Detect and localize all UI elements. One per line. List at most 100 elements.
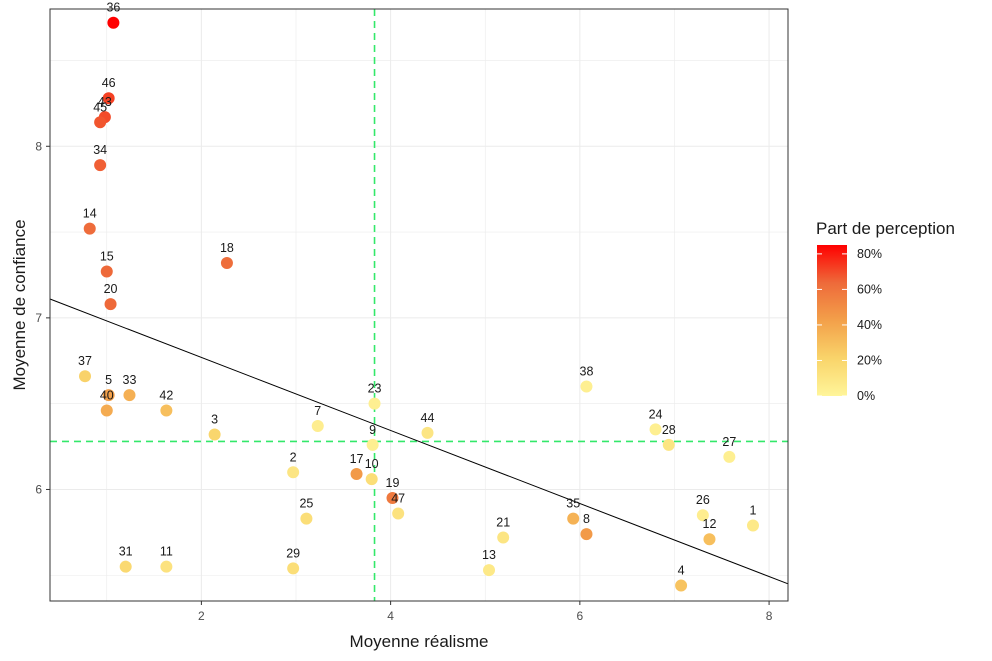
point-label: 40 bbox=[100, 389, 114, 403]
x-axis-title: Moyenne réalisme bbox=[350, 632, 489, 651]
point-label: 37 bbox=[78, 354, 92, 368]
data-point bbox=[662, 438, 675, 451]
data-point bbox=[100, 404, 113, 417]
point-label: 33 bbox=[123, 373, 137, 387]
legend-title: Part de perception bbox=[816, 219, 955, 238]
data-point bbox=[160, 560, 173, 573]
data-point bbox=[368, 397, 381, 410]
data-point bbox=[220, 256, 233, 269]
x-tick-label: 4 bbox=[387, 609, 394, 623]
plot-panel bbox=[50, 9, 788, 601]
point-label: 34 bbox=[93, 143, 107, 157]
data-point bbox=[100, 265, 113, 278]
data-point bbox=[79, 370, 92, 383]
point-label: 13 bbox=[482, 548, 496, 562]
point-label: 15 bbox=[100, 250, 114, 264]
legend-tick-label: 40% bbox=[857, 318, 882, 332]
data-point bbox=[483, 564, 496, 577]
data-point bbox=[104, 298, 117, 311]
point-label: 21 bbox=[496, 516, 510, 530]
data-point bbox=[102, 92, 115, 105]
data-point bbox=[497, 531, 510, 544]
data-point bbox=[94, 159, 107, 172]
data-point bbox=[386, 492, 399, 505]
data-point bbox=[365, 473, 378, 486]
point-label: 2 bbox=[290, 450, 297, 464]
legend-colorbar bbox=[817, 245, 847, 396]
plot-border bbox=[49, 8, 789, 602]
legend-tick-label: 60% bbox=[857, 282, 882, 296]
x-tick-label: 8 bbox=[766, 609, 773, 623]
point-label: 20 bbox=[104, 282, 118, 296]
point-label: 31 bbox=[119, 545, 133, 559]
data-point bbox=[119, 560, 132, 573]
point-label: 42 bbox=[159, 389, 173, 403]
point-label: 46 bbox=[102, 76, 116, 90]
color-legend: Part de perception 80% 60% 40% 20% 0% bbox=[816, 219, 955, 403]
panel-border bbox=[49, 8, 789, 602]
data-point bbox=[649, 423, 662, 436]
data-point bbox=[580, 380, 593, 393]
point-label: 10 bbox=[365, 457, 379, 471]
point-label: 38 bbox=[580, 365, 594, 379]
point-label: 7 bbox=[314, 404, 321, 418]
point-label: 1 bbox=[750, 503, 757, 517]
data-point bbox=[675, 579, 688, 592]
point-label: 26 bbox=[696, 493, 710, 507]
data-point bbox=[696, 509, 709, 522]
data-point bbox=[421, 426, 434, 439]
point-label: 5 bbox=[105, 373, 112, 387]
y-axis-title: Moyenne de confiance bbox=[10, 219, 29, 390]
data-point bbox=[123, 389, 136, 402]
panel-background bbox=[50, 9, 788, 601]
point-label: 11 bbox=[160, 545, 173, 559]
legend-tick-label: 20% bbox=[857, 353, 882, 367]
y-tick-label: 6 bbox=[35, 482, 42, 496]
point-label: 29 bbox=[286, 546, 300, 560]
point-label: 25 bbox=[299, 497, 313, 511]
point-label: 27 bbox=[722, 435, 736, 449]
data-point bbox=[208, 428, 221, 441]
data-point bbox=[287, 466, 300, 479]
data-point bbox=[580, 528, 593, 541]
point-label: 18 bbox=[220, 241, 234, 255]
point-label: 9 bbox=[369, 423, 376, 437]
point-label: 8 bbox=[583, 512, 590, 526]
data-point bbox=[300, 512, 313, 525]
point-label: 19 bbox=[386, 476, 400, 490]
x-tick-label: 6 bbox=[577, 609, 584, 623]
trend-line bbox=[49, 298, 789, 585]
data-point bbox=[703, 533, 716, 546]
data-point bbox=[160, 404, 173, 417]
point-label: 35 bbox=[566, 497, 580, 511]
point-label: 43 bbox=[98, 95, 112, 109]
grid-lines bbox=[50, 9, 788, 601]
regression-line bbox=[49, 298, 789, 585]
point-label: 4 bbox=[678, 564, 685, 578]
data-point bbox=[366, 438, 379, 451]
data-point bbox=[83, 222, 96, 235]
data-point bbox=[102, 389, 115, 402]
point-label: 17 bbox=[350, 452, 364, 466]
point-label: 36 bbox=[106, 1, 120, 15]
point-label: 45 bbox=[93, 100, 107, 114]
data-point bbox=[94, 116, 107, 129]
data-point bbox=[287, 562, 300, 575]
data-point bbox=[723, 450, 736, 463]
data-point bbox=[567, 512, 580, 525]
point-label: 14 bbox=[83, 207, 97, 221]
data-point bbox=[311, 419, 324, 432]
point-label: 12 bbox=[703, 517, 717, 531]
point-label: 44 bbox=[421, 411, 435, 425]
point-label: 24 bbox=[649, 407, 663, 421]
point-label: 3 bbox=[211, 413, 218, 427]
point-label: 28 bbox=[662, 423, 676, 437]
data-point bbox=[350, 468, 363, 481]
data-point bbox=[746, 519, 759, 532]
point-label: 47 bbox=[391, 491, 405, 505]
legend-tick-label: 0% bbox=[857, 389, 875, 403]
y-tick-label: 7 bbox=[35, 311, 42, 325]
